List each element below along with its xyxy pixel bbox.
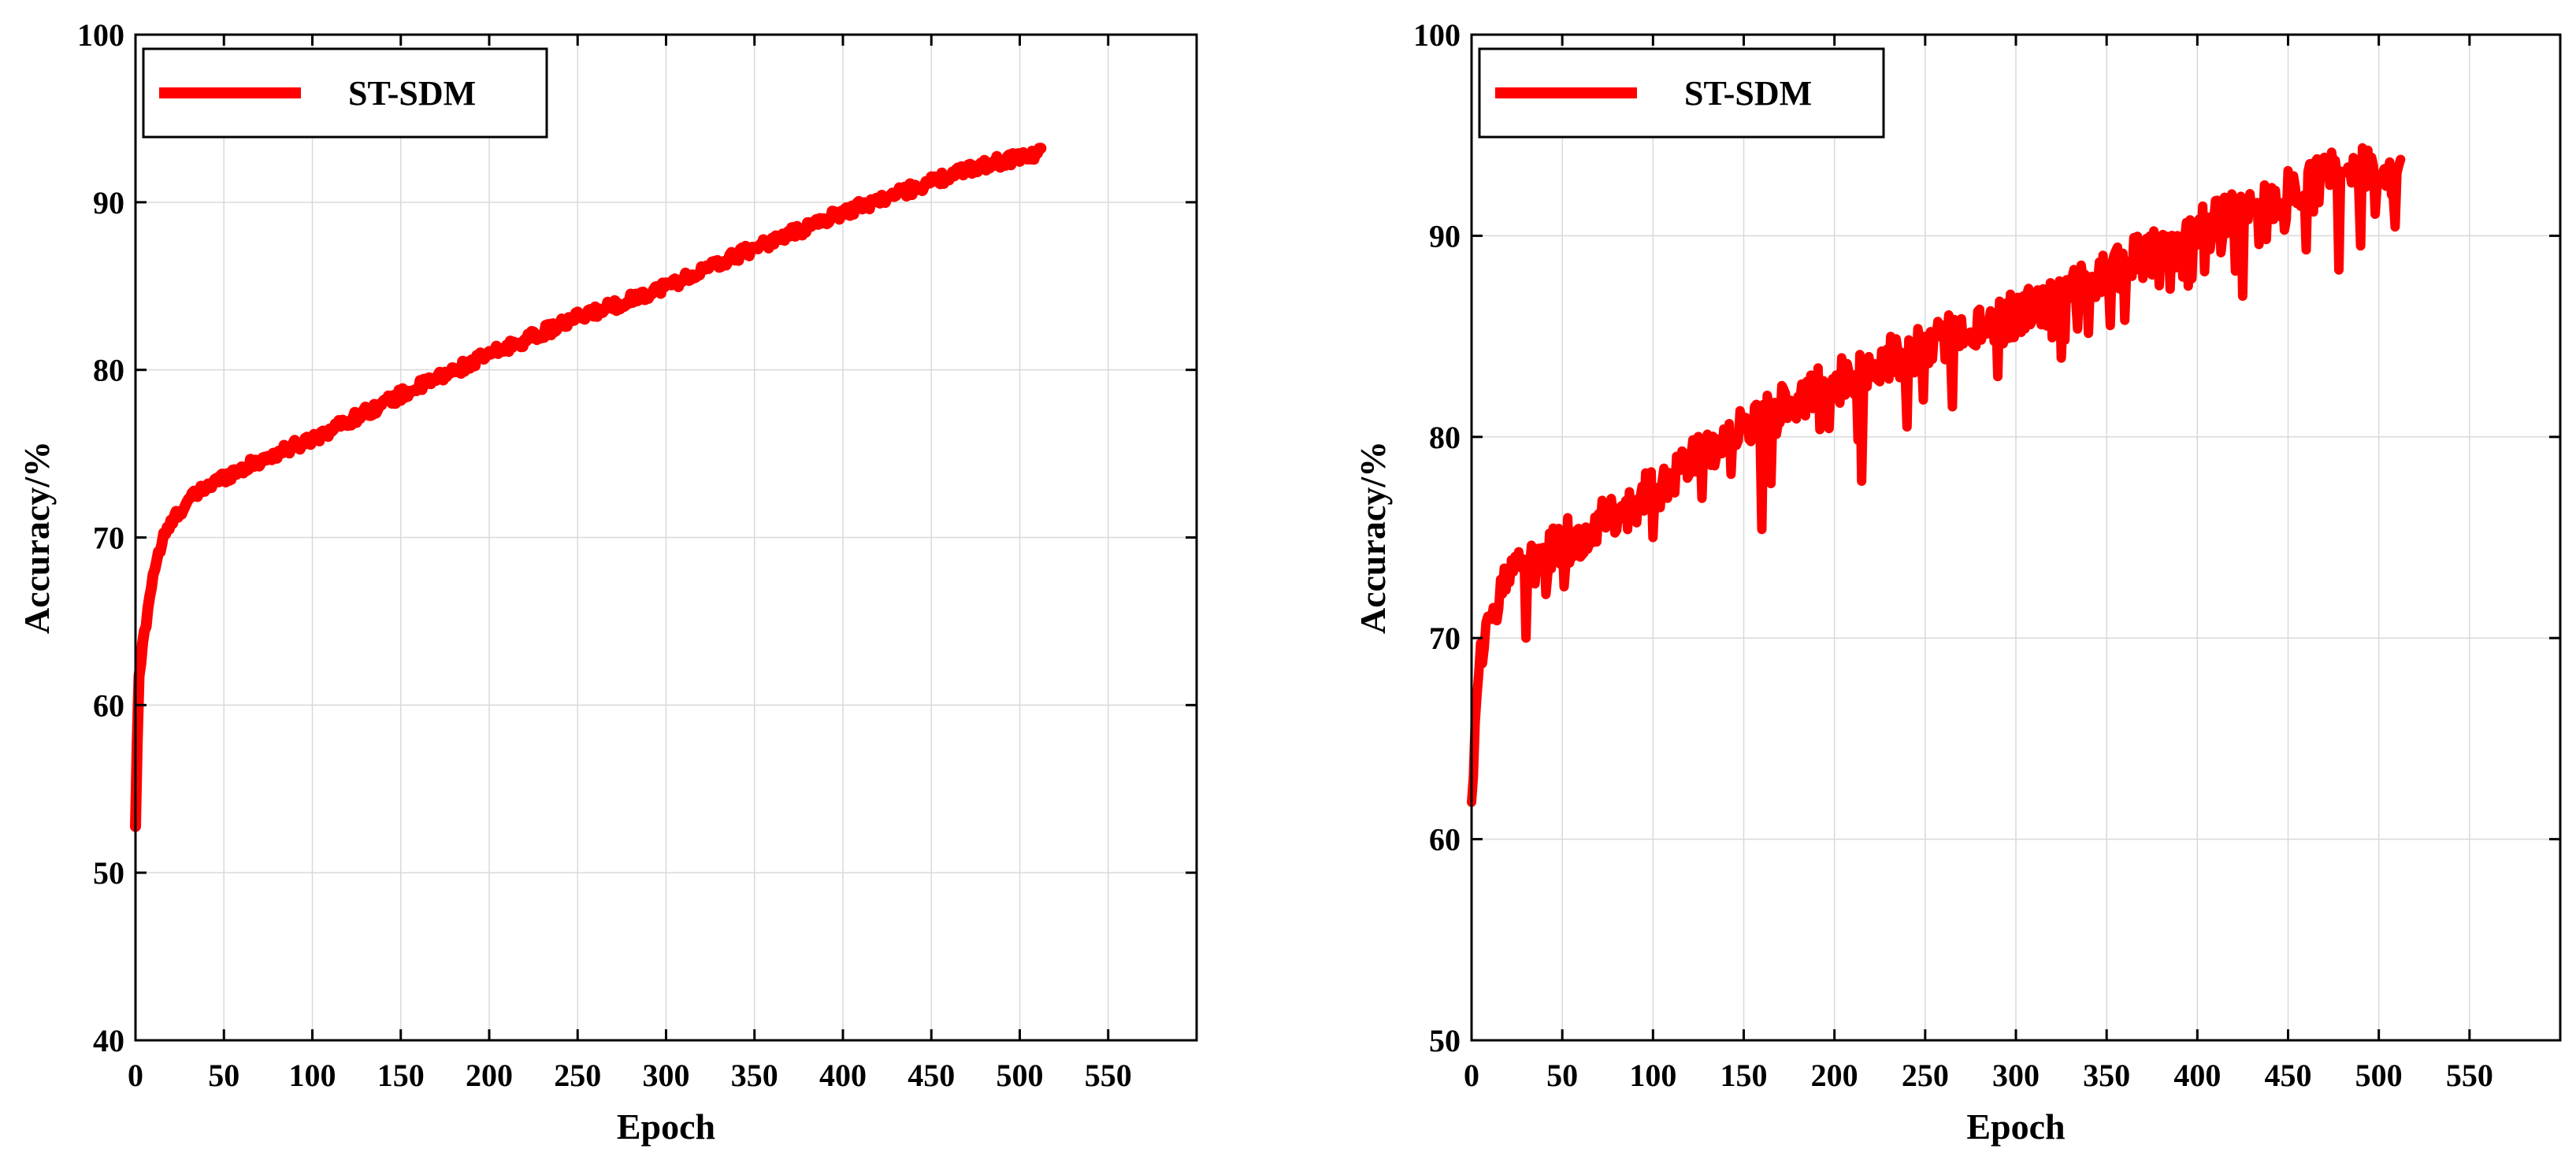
y-tick-label: 90: [1429, 218, 1461, 254]
y-tick-label: 50: [93, 855, 124, 891]
x-tick-label: 150: [1720, 1058, 1768, 1093]
y-tick-label: 60: [93, 687, 124, 723]
y-axis-label: Accuracy/%: [1353, 441, 1393, 634]
y-tick-label: 100: [1413, 17, 1461, 53]
y-tick-label: 40: [93, 1023, 124, 1058]
x-axis-label: Epoch: [1966, 1106, 2065, 1147]
y-tick-label: 70: [93, 521, 124, 556]
x-tick-label: 500: [997, 1058, 1044, 1093]
y-tick-label: 70: [1429, 621, 1461, 656]
legend-label: ST-SDM: [348, 74, 476, 113]
x-tick-label: 450: [908, 1058, 955, 1093]
x-tick-label: 450: [2265, 1058, 2312, 1093]
x-tick-label: 200: [1811, 1058, 1858, 1093]
x-tick-label: 300: [643, 1058, 690, 1093]
x-tick-label: 400: [819, 1058, 867, 1093]
x-tick-label: 550: [1085, 1058, 1132, 1093]
chart-panel-2: 0 50 100 150 200 250 300 350 400 450 500 5505060708…: [1353, 17, 2562, 1147]
x-tick-label: 150: [377, 1058, 425, 1093]
x-tick-label: 350: [2083, 1058, 2130, 1093]
y-tick-label: 80: [93, 353, 124, 388]
y-tick-label: 100: [77, 17, 124, 53]
x-tick-label: 100: [289, 1058, 336, 1093]
series-line-st-sdm: [1467, 143, 2406, 807]
x-tick-label: 0: [128, 1058, 143, 1093]
x-tick-label: 100: [1629, 1058, 1676, 1093]
x-tick-label: 350: [731, 1058, 778, 1093]
x-tick-label: 50: [208, 1058, 239, 1093]
x-tick-label: 550: [2446, 1058, 2493, 1093]
legend-label: ST-SDM: [1684, 74, 1812, 113]
x-axis-label: Epoch: [617, 1106, 715, 1147]
x-tick-label: 50: [1546, 1058, 1578, 1093]
y-tick-label: 50: [1429, 1023, 1461, 1058]
x-tick-label: 500: [2355, 1058, 2403, 1093]
x-tick-label: 200: [466, 1058, 513, 1093]
x-tick-label: 300: [1992, 1058, 2040, 1093]
y-axis-label: Accuracy/%: [17, 441, 57, 634]
y-tick-label: 80: [1429, 420, 1461, 455]
x-tick-label: 250: [1902, 1058, 1949, 1093]
x-tick-label: 0: [1464, 1058, 1479, 1093]
x-tick-label: 250: [554, 1058, 601, 1093]
series-line-st-sdm: [130, 143, 1047, 832]
y-tick-label: 90: [93, 185, 124, 221]
x-tick-label: 400: [2173, 1058, 2221, 1093]
y-tick-label: 60: [1429, 822, 1461, 858]
chart-panel-1: 0 50 100 150 200 250 300 350 400 450 500 550 40 50 60 7…: [17, 17, 1198, 1147]
